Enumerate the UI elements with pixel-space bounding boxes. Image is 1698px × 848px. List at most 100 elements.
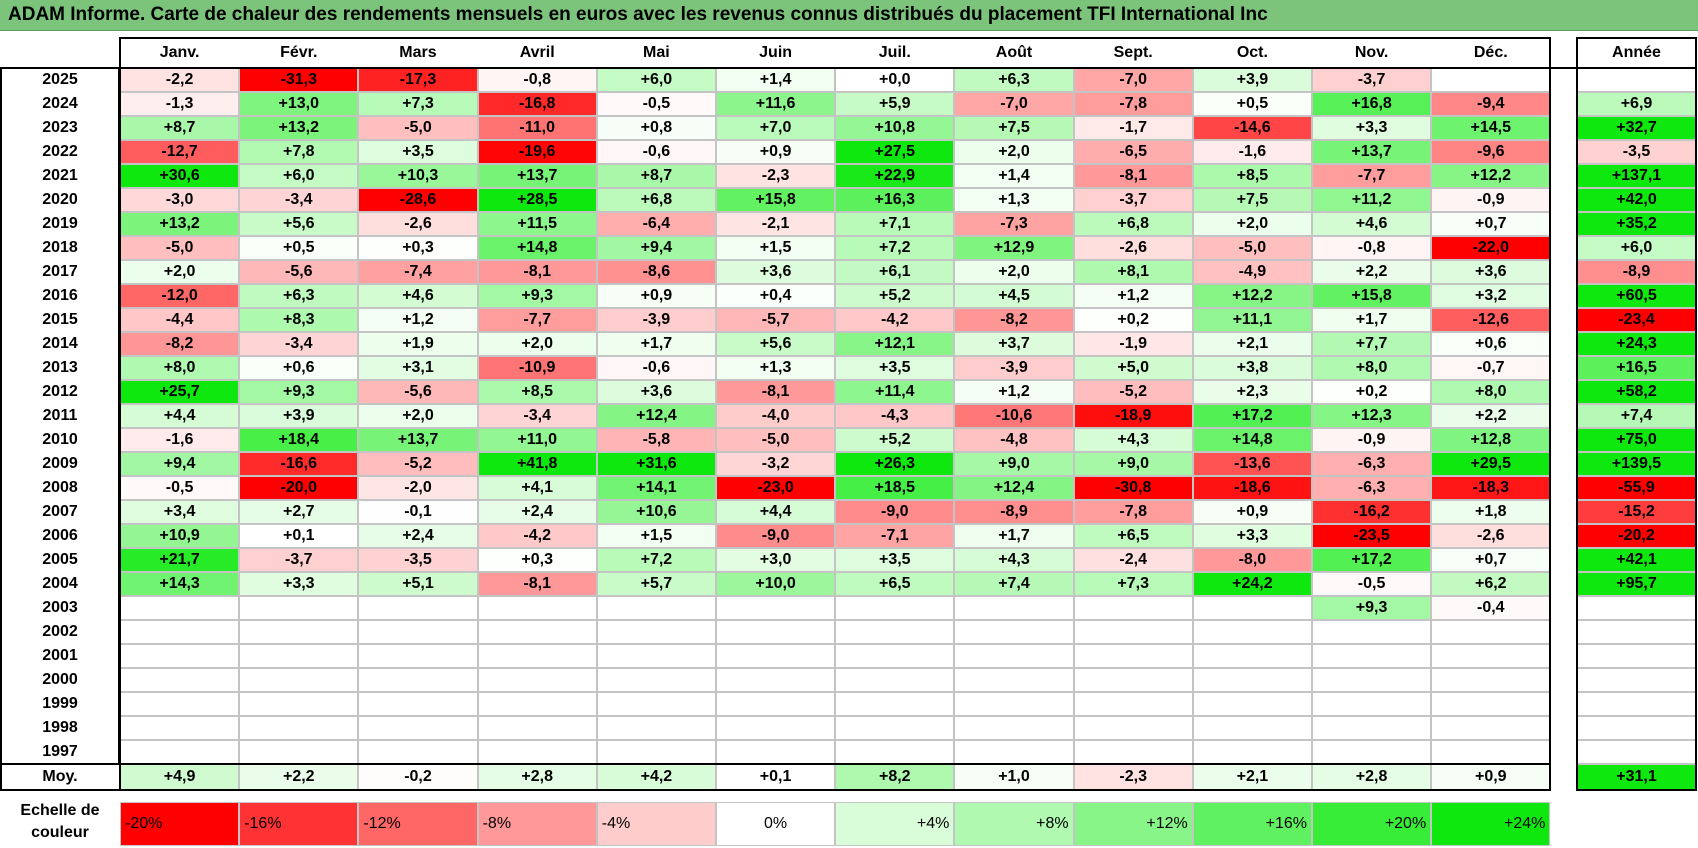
heatmap-cell: +13,7 bbox=[1312, 140, 1432, 164]
heatmap-cell: +13,7 bbox=[358, 428, 478, 452]
heatmap-cell: +1,8 bbox=[1431, 500, 1551, 524]
heatmap-cell bbox=[239, 644, 359, 668]
heatmap-cell: -9,0 bbox=[716, 524, 836, 548]
heatmap-cell: -0,7 bbox=[1431, 356, 1551, 380]
heatmap-cell: +3,7 bbox=[954, 332, 1074, 356]
heatmap-cell bbox=[1312, 716, 1432, 740]
heatmap-cell: +12,4 bbox=[596, 404, 716, 428]
average-cell: +4,2 bbox=[596, 764, 716, 790]
heatmap-cell: +4,4 bbox=[716, 500, 836, 524]
heatmap-cell: -6,5 bbox=[1073, 140, 1193, 164]
heatmap-cell: +1,4 bbox=[954, 164, 1074, 188]
heatmap-cell: -4,2 bbox=[477, 524, 597, 548]
year-total-header: Année bbox=[1612, 44, 1661, 61]
heatmap-cell bbox=[120, 596, 240, 620]
heatmap-cell: +1,7 bbox=[954, 524, 1074, 548]
heatmap-cell bbox=[239, 620, 359, 644]
heatmap-cell bbox=[1431, 740, 1551, 764]
heatmap-cell: -18,9 bbox=[1073, 404, 1193, 428]
heatmap-cell: -9,0 bbox=[835, 500, 955, 524]
heatmap-cell: +3,9 bbox=[239, 404, 359, 428]
heatmap-cell: +8,5 bbox=[477, 380, 597, 404]
row-year-label: 1998 bbox=[42, 719, 78, 736]
row-year-label: 2007 bbox=[42, 503, 78, 520]
heatmap-cell bbox=[477, 740, 597, 764]
month-header: Juin bbox=[759, 44, 793, 61]
color-scale-swatch: +20% bbox=[1312, 802, 1432, 846]
heatmap-cell: +2,1 bbox=[1192, 332, 1312, 356]
annual-cell: +95,7 bbox=[1577, 572, 1696, 596]
heatmap-cell: +0,4 bbox=[716, 284, 836, 308]
heatmap-cell: +2,4 bbox=[477, 500, 597, 524]
heatmap-cell: +11,5 bbox=[477, 212, 597, 236]
heatmap-cell: -0,9 bbox=[1312, 428, 1432, 452]
heatmap-cell: -2,4 bbox=[1073, 548, 1193, 572]
heatmap-cell: -0,6 bbox=[596, 140, 716, 164]
month-header: Sept. bbox=[1113, 44, 1153, 61]
heatmap-cell: +10,0 bbox=[716, 572, 836, 596]
row-year-label: 2017 bbox=[42, 263, 78, 280]
color-scale-swatch: 0% bbox=[716, 802, 836, 846]
heatmap-cell: +0,9 bbox=[1192, 500, 1312, 524]
heatmap-cell: -5,0 bbox=[120, 236, 240, 260]
row-year-label: 2003 bbox=[42, 599, 78, 616]
heatmap-cell: +5,2 bbox=[835, 284, 955, 308]
heatmap-cell: -2,3 bbox=[716, 164, 836, 188]
heatmap-cell: -7,4 bbox=[358, 260, 478, 284]
heatmap-cell: +3,1 bbox=[358, 356, 478, 380]
heatmap-cell: -0,6 bbox=[596, 356, 716, 380]
heatmap-cell: -9,4 bbox=[1431, 92, 1551, 116]
heatmap-cell: -5,6 bbox=[358, 380, 478, 404]
heatmap-cell: -3,7 bbox=[1073, 188, 1193, 212]
heatmap-cell: +0,0 bbox=[835, 68, 955, 92]
heatmap-cell bbox=[596, 596, 716, 620]
heatmap-cell: +1,3 bbox=[954, 188, 1074, 212]
heatmap-cell: +10,3 bbox=[358, 164, 478, 188]
color-scale-swatch: -8% bbox=[477, 802, 597, 846]
heatmap-cell: +4,6 bbox=[1312, 212, 1432, 236]
annual-cell: +35,2 bbox=[1577, 212, 1696, 236]
heatmap-cell: +18,4 bbox=[239, 428, 359, 452]
heatmap-cell: -3,2 bbox=[716, 452, 836, 476]
annual-cell: +32,7 bbox=[1577, 116, 1696, 140]
heatmap-cell: +8,0 bbox=[1312, 356, 1432, 380]
heatmap-cell bbox=[1073, 740, 1193, 764]
heatmap-cell: -22,0 bbox=[1431, 236, 1551, 260]
heatmap-cell: -2,6 bbox=[358, 212, 478, 236]
heatmap-cell: +0,3 bbox=[358, 236, 478, 260]
heatmap-cell: +6,0 bbox=[596, 68, 716, 92]
heatmap-cell: -10,9 bbox=[477, 356, 597, 380]
heatmap-cell: +41,8 bbox=[477, 452, 597, 476]
heatmap-cell: +0,2 bbox=[1312, 380, 1432, 404]
heatmap-cell bbox=[1192, 596, 1312, 620]
heatmap-cell: +5,9 bbox=[835, 92, 955, 116]
heatmap-cell: -6,3 bbox=[1312, 452, 1432, 476]
heatmap-cell: -6,3 bbox=[1312, 476, 1432, 500]
heatmap-cell: +9,0 bbox=[954, 452, 1074, 476]
heatmap-cell: -3,0 bbox=[120, 188, 240, 212]
heatmap-cell: -1,6 bbox=[1192, 140, 1312, 164]
month-header: Nov. bbox=[1354, 44, 1389, 61]
heatmap-cell: +3,6 bbox=[716, 260, 836, 284]
heatmap-cell bbox=[477, 668, 597, 692]
heatmap-cell bbox=[954, 620, 1074, 644]
heatmap-cell: +1,9 bbox=[358, 332, 478, 356]
heatmap-cell bbox=[1192, 620, 1312, 644]
heatmap-cell: -10,6 bbox=[954, 404, 1074, 428]
heatmap-cell: -1,6 bbox=[120, 428, 240, 452]
heatmap-cell bbox=[596, 620, 716, 644]
heatmap-cell: +28,5 bbox=[477, 188, 597, 212]
heatmap-cell: -5,0 bbox=[1192, 236, 1312, 260]
heatmap-cell: +9,4 bbox=[120, 452, 240, 476]
average-cell: +2,8 bbox=[477, 764, 597, 790]
average-cell: +2,8 bbox=[1312, 764, 1432, 790]
heatmap-cell: +2,0 bbox=[1192, 212, 1312, 236]
heatmap-cell bbox=[1073, 596, 1193, 620]
heatmap-cell: -16,6 bbox=[239, 452, 359, 476]
heatmap-cell: +8,3 bbox=[239, 308, 359, 332]
heatmap-cell: +1,3 bbox=[716, 356, 836, 380]
heatmap-cell bbox=[358, 740, 478, 764]
month-header: Mai bbox=[643, 44, 670, 61]
row-year-label: 1999 bbox=[42, 695, 78, 712]
heatmap-cell: +2,0 bbox=[120, 260, 240, 284]
